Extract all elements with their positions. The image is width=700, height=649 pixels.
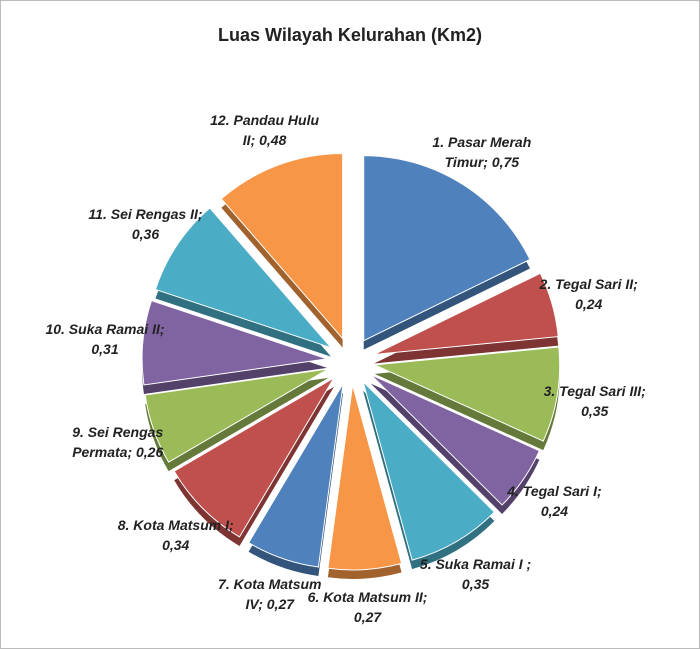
slice <box>247 383 344 568</box>
data-label: 10. Suka Ramai II; 0,31 <box>45 320 165 357</box>
slice <box>220 153 344 340</box>
slice <box>363 155 531 342</box>
data-label: 9. Sei Rengas Permata; 0,26 <box>72 424 164 461</box>
data-label: 12. Pandau Hulu II; 0,48 <box>210 111 320 148</box>
data-label: 6. Kota Matsum II; 0,27 <box>307 589 428 626</box>
slice <box>154 207 333 349</box>
data-label: 1. Pasar Merah Timur; 0,75 <box>432 133 532 170</box>
slice <box>327 384 403 571</box>
slice <box>373 272 559 355</box>
slice <box>141 300 328 386</box>
slice <box>372 346 561 442</box>
data-label: 4. Tegal Sari I; 0,24 <box>507 483 602 520</box>
data-label: 3. Tegal Sari III; 0,35 <box>543 383 646 420</box>
chart-title: Luas Wilayah Kelurahan (Km2) <box>218 25 482 45</box>
slice <box>362 380 496 561</box>
data-label: 5. Suka Ramai I ; 0,35 <box>419 556 532 593</box>
data-label: 7. Kota Matsum IV; 0,27 <box>218 576 322 613</box>
slice <box>173 376 336 538</box>
data-label: 8. Kota Matsum I; 0,34 <box>117 517 234 553</box>
data-label: 2. Tegal Sari II; 0,24 <box>539 275 638 312</box>
slice <box>370 374 541 506</box>
slice <box>144 368 329 463</box>
data-label: 11. Sei Rengas II; 0,36 <box>88 205 203 242</box>
